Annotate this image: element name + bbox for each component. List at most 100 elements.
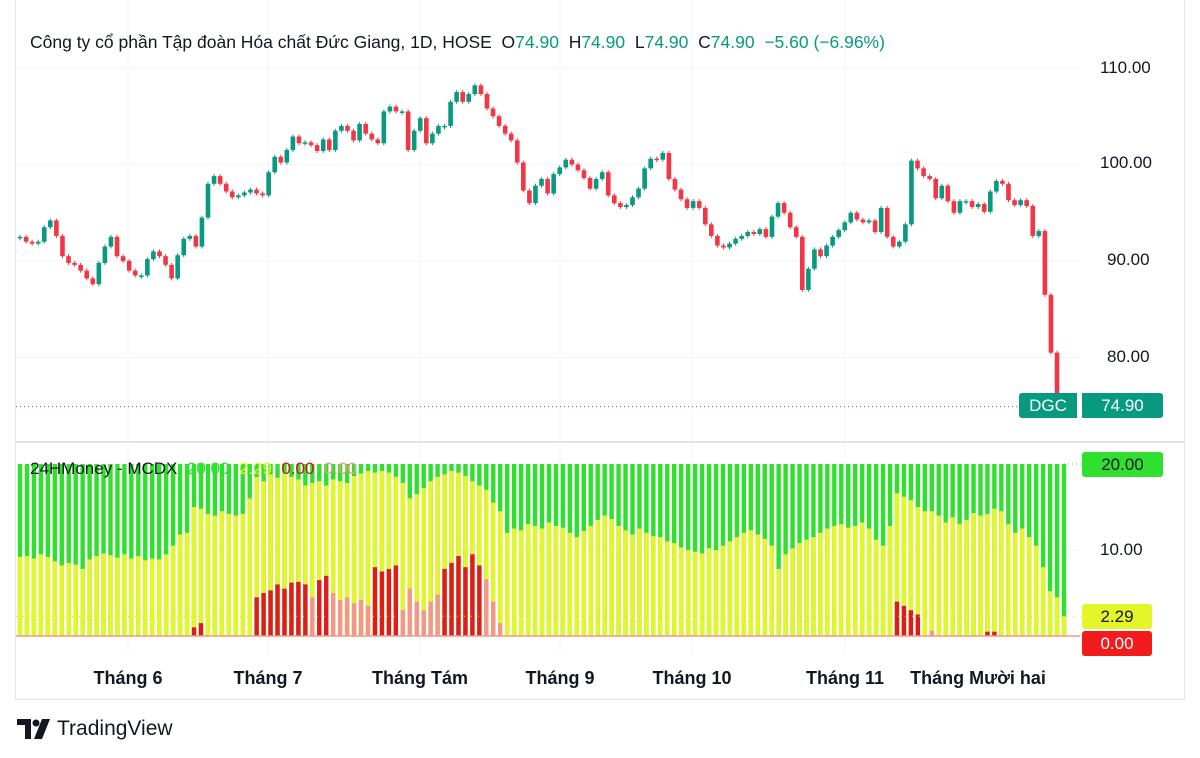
mcdx-yellow-bar xyxy=(303,485,308,636)
mcdx-yellow-bar xyxy=(247,498,252,636)
mcdx-yellow-bar xyxy=(894,493,900,636)
candle xyxy=(138,275,144,277)
candle xyxy=(587,178,593,189)
candle xyxy=(660,152,666,160)
mcdx-yellow-bar xyxy=(602,515,607,636)
candle xyxy=(527,190,532,204)
candle xyxy=(229,191,235,198)
time-tick: Tháng 6 xyxy=(93,668,163,688)
candle xyxy=(775,203,781,217)
mcdx-pink-bar xyxy=(428,601,433,636)
mcdx-yellow-bar xyxy=(94,556,99,636)
mcdx-yellow-bar xyxy=(880,545,886,636)
mcdx-yellow-bar xyxy=(699,553,705,636)
candle xyxy=(320,139,326,151)
mcdx-yellow-bar xyxy=(804,539,809,636)
mcdx-red-bar xyxy=(317,580,322,636)
mcdx-yellow-bar xyxy=(414,494,419,636)
mcdx-green-bar xyxy=(45,464,51,636)
candle xyxy=(490,108,496,117)
mcdx-yellow-bar xyxy=(358,473,364,636)
price-tick: 80.00 xyxy=(1107,347,1150,366)
indicator-red-tag: 0.00 xyxy=(1082,631,1152,656)
mcdx-red-bar xyxy=(915,614,921,636)
mcdx-yellow-bar xyxy=(846,527,851,636)
candle xyxy=(818,249,823,257)
candle xyxy=(339,125,344,131)
candle xyxy=(848,212,854,223)
candle xyxy=(333,130,338,151)
candle xyxy=(35,241,41,244)
time-tick: Tháng 11 xyxy=(805,668,885,688)
indicator-legend[interactable]: 24HMoney - MCDX 20.00 2.29 0.00 0.00 xyxy=(30,459,357,479)
mcdx-red-bar xyxy=(303,584,308,636)
mcdx-yellow-bar xyxy=(351,476,357,636)
candle xyxy=(466,94,472,102)
mcdx-yellow-bar xyxy=(428,481,433,636)
candle xyxy=(266,172,271,196)
mcdx-yellow-bar xyxy=(1006,524,1011,636)
mcdx-yellow-bar xyxy=(163,554,169,636)
mcdx-red-bar xyxy=(463,567,468,636)
mcdx-yellow-bar xyxy=(177,534,183,636)
candle xyxy=(393,106,399,112)
mcdx-yellow-bar xyxy=(240,513,245,636)
candle xyxy=(951,201,957,213)
candle xyxy=(830,236,835,246)
candle xyxy=(314,145,320,151)
candle xyxy=(624,205,629,207)
mcdx-yellow-bar xyxy=(1054,597,1060,636)
mcdx-red-bar xyxy=(282,588,287,636)
price-tick: 90.00 xyxy=(1107,250,1150,269)
mcdx-yellow-bar xyxy=(859,522,865,636)
time-tick: Tháng 10 xyxy=(652,668,732,688)
candle xyxy=(957,201,963,213)
mcdx-yellow-bar xyxy=(337,481,343,636)
mcdx-yellow-bar xyxy=(52,561,57,636)
candle xyxy=(690,201,696,208)
mcdx-yellow-bar xyxy=(811,537,816,636)
candle xyxy=(114,236,120,257)
candle xyxy=(733,238,738,244)
mcdx-yellow-bar xyxy=(818,532,823,636)
mcdx-yellow-bar xyxy=(692,551,698,636)
mcdx-green-bar xyxy=(38,464,44,636)
indicator-name: 24HMoney - MCDX xyxy=(30,459,178,478)
tradingview-logo[interactable]: TradingView xyxy=(17,717,173,741)
mcdx-green-bar xyxy=(692,464,698,636)
mcdx-green-bar xyxy=(783,464,788,636)
mcdx-yellow-bar xyxy=(783,554,788,636)
candle xyxy=(145,259,150,276)
candle xyxy=(424,118,429,144)
candle xyxy=(557,167,563,175)
candle xyxy=(812,249,817,269)
mcdx-yellow-bar xyxy=(73,564,78,636)
mcdx-yellow-bar xyxy=(992,508,997,636)
mcdx-yellow-bar xyxy=(685,550,691,636)
symbol-legend: Công ty cổ phần Tập đoàn Hóa chất Đức Gi… xyxy=(30,32,885,52)
mcdx-yellow-bar xyxy=(518,530,524,636)
mcdx-yellow-bar xyxy=(38,554,44,636)
time-tick: Tháng Tám xyxy=(371,668,469,688)
mcdx-yellow-bar xyxy=(296,479,301,636)
candle xyxy=(460,92,465,102)
candle xyxy=(60,235,65,257)
candle xyxy=(612,195,617,204)
candle xyxy=(921,168,926,177)
mcdx-yellow-bar xyxy=(310,482,315,636)
candle xyxy=(745,232,751,236)
mcdx-yellow-bar xyxy=(511,528,517,636)
mcdx-yellow-bar xyxy=(978,515,983,636)
candle xyxy=(126,261,132,271)
candle xyxy=(872,220,878,233)
tradingview-logo-icon xyxy=(17,719,50,739)
candle xyxy=(854,212,860,220)
mcdx-yellow-bar xyxy=(532,525,538,636)
candle xyxy=(575,164,581,171)
mcdx-yellow-bar xyxy=(574,537,579,636)
mcdx-yellow-bar xyxy=(275,477,280,636)
mcdx-pink-bar xyxy=(414,601,419,636)
candle xyxy=(48,220,53,228)
mcdx-yellow-bar xyxy=(957,524,962,636)
